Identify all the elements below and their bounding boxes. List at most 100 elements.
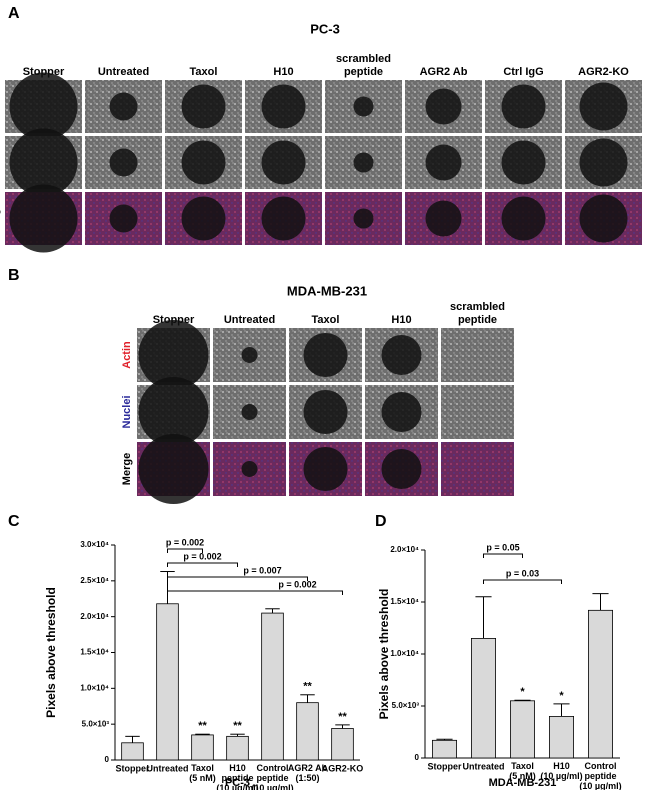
p-value: p = 0.05 xyxy=(486,542,519,552)
column-header: AGR2-KO xyxy=(578,66,629,78)
wound-area xyxy=(501,196,546,241)
row-label: Merge xyxy=(121,453,133,485)
wound-area xyxy=(425,88,462,125)
y-axis-label: Pixels above threshold xyxy=(44,587,58,718)
row-label: Nuclei xyxy=(121,395,133,428)
error-bar xyxy=(553,703,570,717)
wound-area xyxy=(353,152,374,173)
x-tick-label: AGR2-KO xyxy=(322,763,364,773)
error-bar xyxy=(436,738,453,741)
y-tick-label: 0 xyxy=(415,753,420,762)
micrograph xyxy=(441,328,514,382)
error-bar xyxy=(230,733,245,737)
comparison-bracket xyxy=(167,548,203,553)
column-header: Taxol xyxy=(312,314,340,326)
wound-area xyxy=(425,144,462,181)
y-tick-label: 2.0×10⁴ xyxy=(390,545,419,554)
wound-area xyxy=(381,392,422,432)
column-header: Untreated xyxy=(98,66,149,78)
y-tick-label: 3.0×10⁴ xyxy=(80,540,109,549)
error-bar xyxy=(265,608,280,614)
x-tick-label: Untreated xyxy=(462,761,504,771)
column-header: Ctrl IgG xyxy=(503,66,543,78)
significance-marker: ** xyxy=(303,681,312,693)
comparison-bracket xyxy=(167,562,238,567)
wound-area xyxy=(303,333,348,377)
x-tick-label: Control peptide (10 µg/ml) xyxy=(579,761,621,790)
wound-area xyxy=(181,140,226,185)
wound-area xyxy=(138,377,209,447)
wound-area xyxy=(181,84,226,129)
wound-area xyxy=(138,320,209,390)
x-axis-label: PC-3 xyxy=(225,777,250,789)
column-header: H10 xyxy=(391,314,411,326)
y-tick-label: 2.5×10⁴ xyxy=(80,576,109,585)
wound-area xyxy=(181,196,226,241)
wound-area xyxy=(9,72,78,141)
wound-area xyxy=(261,196,306,241)
y-tick-label: 0 xyxy=(105,755,110,764)
p-value: p = 0.03 xyxy=(506,568,539,578)
y-tick-label: 2.0×10⁴ xyxy=(80,612,109,621)
column-header: Taxol xyxy=(190,66,218,78)
panel-letter: D xyxy=(375,513,387,530)
error-bar xyxy=(335,724,350,729)
significance-marker: ** xyxy=(198,720,207,732)
x-tick-label: Untreated xyxy=(146,763,188,773)
bar xyxy=(588,609,613,759)
bar xyxy=(432,739,457,759)
column-header: scrambled peptide xyxy=(336,53,391,78)
bar xyxy=(156,603,179,761)
wound-area xyxy=(303,447,348,491)
wound-area xyxy=(261,140,306,185)
wound-area xyxy=(425,200,462,237)
wound-area xyxy=(381,335,422,375)
wound-area xyxy=(9,184,78,253)
x-tick-label: Control peptide (10 µg/ml) xyxy=(251,763,293,790)
comparison-bracket xyxy=(483,553,523,558)
comparison-bracket xyxy=(167,590,343,595)
significance-marker: ** xyxy=(338,711,347,723)
error-bar xyxy=(195,733,210,735)
wound-area xyxy=(261,84,306,129)
significance-marker: * xyxy=(559,690,564,702)
significance-marker: ** xyxy=(233,720,242,732)
significance-marker: * xyxy=(520,686,525,698)
row-label: Actin xyxy=(0,92,1,120)
micrograph xyxy=(441,385,514,439)
y-tick-label: 1.5×10⁴ xyxy=(390,597,419,606)
column-header: H10 xyxy=(273,66,293,78)
panel-title: MDA-MB-231 xyxy=(287,283,367,298)
bar xyxy=(191,734,214,761)
p-value: p = 0.002 xyxy=(183,551,221,561)
p-value: p = 0.007 xyxy=(243,565,281,575)
micrograph xyxy=(441,442,514,496)
panel-letter: B xyxy=(8,267,20,284)
wound-area xyxy=(241,404,258,420)
wound-area xyxy=(303,390,348,434)
comparison-bracket xyxy=(167,576,308,581)
wound-area xyxy=(241,347,258,363)
y-tick-label: 1.0×10⁴ xyxy=(80,683,109,692)
error-bar xyxy=(514,699,531,701)
bar xyxy=(331,728,354,761)
panel-letter: A xyxy=(8,5,20,22)
row-label: Merge xyxy=(0,202,1,234)
bar xyxy=(261,612,284,761)
wound-area xyxy=(579,194,628,243)
x-tick-label: Taxol (5 nM) xyxy=(509,761,536,781)
wound-area xyxy=(579,138,628,187)
p-value: p = 0.002 xyxy=(166,537,204,547)
x-tick-label: Taxol (5 nM) xyxy=(189,763,216,783)
error-bar xyxy=(125,735,140,743)
column-header: Untreated xyxy=(224,314,275,326)
y-axis-label: Pixels above threshold xyxy=(377,589,391,720)
column-header: AGR2 Ab xyxy=(420,66,468,78)
y-tick-label: 5.0×10³ xyxy=(82,719,110,728)
wound-area xyxy=(501,84,546,129)
y-tick-label: 1.5×10⁴ xyxy=(80,648,109,657)
bar xyxy=(549,716,574,759)
wound-area xyxy=(353,96,374,117)
wound-area xyxy=(109,148,138,177)
